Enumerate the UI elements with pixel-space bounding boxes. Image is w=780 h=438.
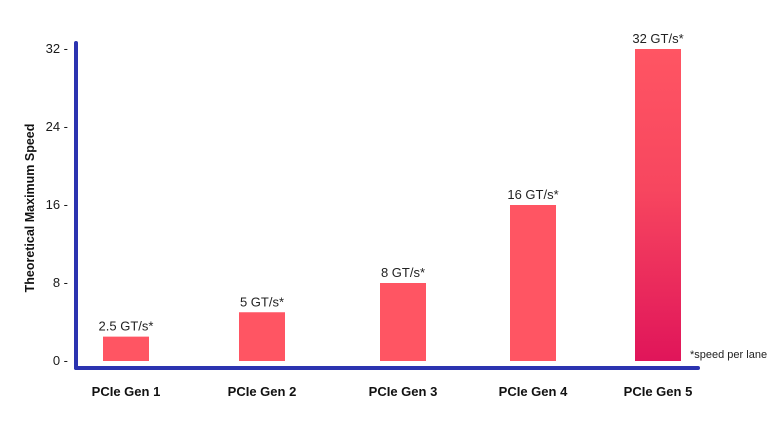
footnote: *speed per lane xyxy=(690,349,767,361)
category-label: PCIe Gen 1 xyxy=(92,384,161,399)
bars xyxy=(103,49,681,361)
bar xyxy=(380,283,426,361)
y-tick-label: 24 - xyxy=(46,119,68,134)
category-label: PCIe Gen 3 xyxy=(369,384,438,399)
data-labels: 2.5 GT/s* 5 GT/s* 8 GT/s* 16 GT/s* 32 GT/s* xyxy=(99,31,684,334)
y-tick-label: 0 - xyxy=(53,353,68,368)
y-axis-label: Theoretical Maximum Speed xyxy=(23,124,37,293)
bar xyxy=(510,205,556,361)
y-axis-ticks: 0 - 8 - 16 - 24 - 32 - xyxy=(46,41,68,368)
category-label: PCIe Gen 2 xyxy=(228,384,297,399)
bar xyxy=(635,49,681,361)
data-label: 16 GT/s* xyxy=(507,187,558,202)
bar xyxy=(239,312,285,361)
y-tick-label: 16 - xyxy=(46,197,68,212)
category-label: PCIe Gen 4 xyxy=(499,384,568,399)
y-tick-label: 8 - xyxy=(53,275,68,290)
category-labels: PCIe Gen 1 PCIe Gen 2 PCIe Gen 3 PCIe Gen 4… xyxy=(92,384,693,399)
bar xyxy=(103,336,149,361)
data-label: 32 GT/s* xyxy=(632,31,683,46)
category-label: PCIe Gen 5 xyxy=(624,384,693,399)
data-label: 8 GT/s* xyxy=(381,265,425,280)
y-tick-label: 32 - xyxy=(46,41,68,56)
data-label: 5 GT/s* xyxy=(240,294,284,309)
data-label: 2.5 GT/s* xyxy=(99,319,154,334)
